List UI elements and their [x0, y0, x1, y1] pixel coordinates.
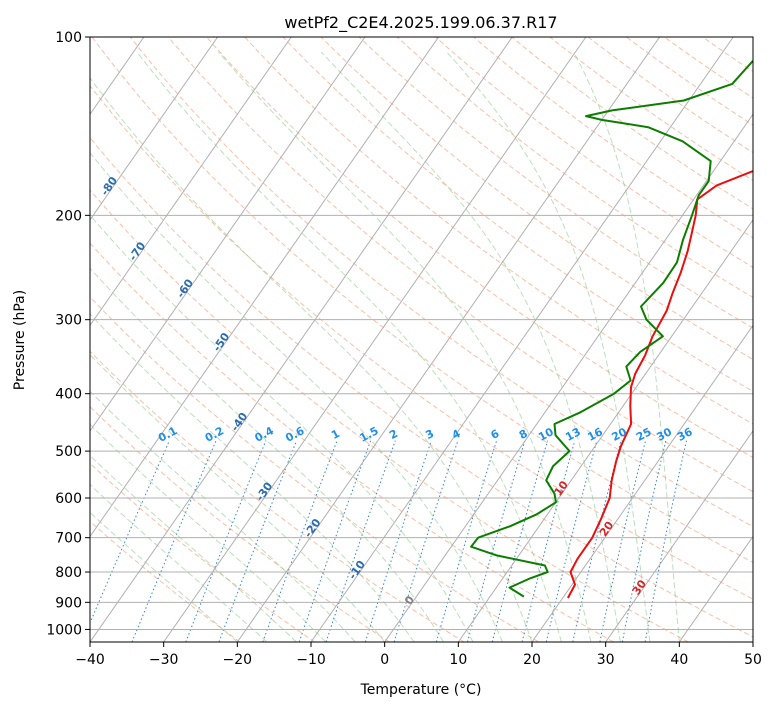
moist-adiabat — [446, 51, 651, 642]
moist-adiabat — [90, 77, 533, 642]
dry-adiabat — [282, 37, 753, 392]
moist-adiabat — [90, 214, 474, 642]
moist-adiabat — [90, 390, 356, 642]
isotherm-line — [457, 218, 753, 642]
axes: −40 −30 −20 −10 0 10 20 30 40 50 100 200 300 400 500 60… — [46, 30, 762, 668]
x-tick-label: 30 — [597, 652, 615, 668]
dry-adiabat — [90, 296, 540, 642]
moist-adiabat — [90, 152, 503, 642]
chart-title: wetPf2_C2E4.2025.199.06.37.R17 — [284, 13, 557, 33]
dry-adiabat — [90, 242, 614, 642]
mixing-ratio-label: 13 — [563, 425, 583, 444]
dry-adiabat — [168, 37, 753, 493]
isotherm-line — [90, 37, 219, 221]
isotherm-line — [163, 37, 587, 642]
series-layer — [470, 60, 753, 599]
isotherm-line — [678, 535, 753, 642]
dry-adiabat — [90, 462, 315, 642]
plot-frame — [89, 36, 754, 643]
isotherm-line — [90, 37, 292, 327]
y-tick-label: 900 — [55, 595, 82, 611]
isotherm-line — [384, 113, 753, 642]
y-tick-label: 700 — [55, 531, 82, 547]
mixing-ratio-line — [90, 440, 170, 625]
dry-adiabat — [206, 37, 753, 458]
y-tick-label: 1000 — [46, 622, 82, 638]
y-axis-label: Pressure (hPa) — [12, 290, 28, 390]
isotherm-line — [90, 37, 366, 432]
y-tick-label: 400 — [55, 387, 82, 403]
isotherm-line — [90, 37, 440, 538]
dry-adiabat — [511, 37, 753, 210]
x-tick-label: 10 — [449, 652, 467, 668]
dry-adiabat — [90, 137, 753, 638]
y-tick-label: 800 — [55, 565, 82, 581]
isotherm-line — [752, 641, 753, 642]
dry-adiabat — [358, 37, 753, 329]
mixing-ratio-line — [393, 440, 459, 642]
mixing-ratio-line — [131, 440, 217, 642]
mixing-ratio-line — [545, 440, 598, 642]
isotherm-line — [0, 37, 70, 642]
dry-adiabat — [549, 37, 753, 182]
dry-adiabat — [129, 37, 753, 528]
moist-adiabat — [90, 354, 386, 642]
isotherm-line — [310, 37, 734, 642]
isotherm-line — [531, 324, 753, 642]
moist-adiabat — [136, 51, 562, 642]
y-tick-label: 300 — [55, 313, 82, 329]
x-tick-label: 0 — [380, 652, 389, 668]
x-tick-label: 20 — [523, 652, 541, 668]
mixing-ratio-line — [491, 440, 549, 642]
mixing-ratio-label: 16 — [585, 425, 605, 444]
dry-adiabat — [435, 37, 753, 268]
y-tick-label: 500 — [55, 444, 82, 460]
y-tick-label: 100 — [55, 30, 82, 46]
isotherm-line — [90, 37, 513, 642]
moist-adiabat — [90, 267, 445, 642]
y-tick-label: 200 — [55, 208, 82, 224]
mixing-ratio-label: 25 — [634, 425, 654, 444]
mixing-ratio-label: 20 — [609, 425, 629, 444]
dry-adiabat — [90, 520, 241, 642]
x-tick-label: 40 — [670, 652, 688, 668]
moist-adiabat — [218, 51, 592, 642]
mixing-ratio-line — [325, 440, 396, 642]
moist-adiabat — [90, 511, 238, 642]
moist-adiabat — [90, 483, 268, 642]
mixing-ratio-label: 30 — [654, 425, 674, 444]
moist-adiabat — [320, 51, 621, 642]
isotherm-line — [605, 430, 753, 642]
dry-adiabat — [91, 37, 753, 563]
moist-adiabat — [573, 51, 680, 642]
series-line-2 — [470, 60, 753, 598]
mixing-ratio-label: 36 — [675, 425, 695, 444]
mixing-ratio-line — [435, 440, 498, 642]
x-tick-label: −40 — [75, 652, 105, 668]
y-tick-label: 600 — [55, 491, 82, 507]
mixing-ratio-line — [364, 440, 432, 642]
x-tick-label: 50 — [744, 652, 762, 668]
x-tick-label: −20 — [223, 652, 253, 668]
plot-area — [90, 37, 753, 642]
x-tick-label: −10 — [296, 652, 326, 668]
background-lines — [0, 37, 753, 642]
x-axis-label: Temperature (°C) — [360, 682, 482, 698]
isotherm-line — [236, 37, 661, 642]
series-line-1 — [567, 169, 753, 599]
x-tick-label: −30 — [149, 652, 179, 668]
dry-adiabat — [90, 85, 753, 600]
mixing-ratio-line — [521, 440, 576, 642]
mixing-ratio-label: 10 — [536, 425, 556, 444]
dry-adiabat — [90, 189, 689, 642]
mixing-ratio-line — [467, 440, 526, 642]
mixing-ratio-line — [185, 440, 267, 642]
